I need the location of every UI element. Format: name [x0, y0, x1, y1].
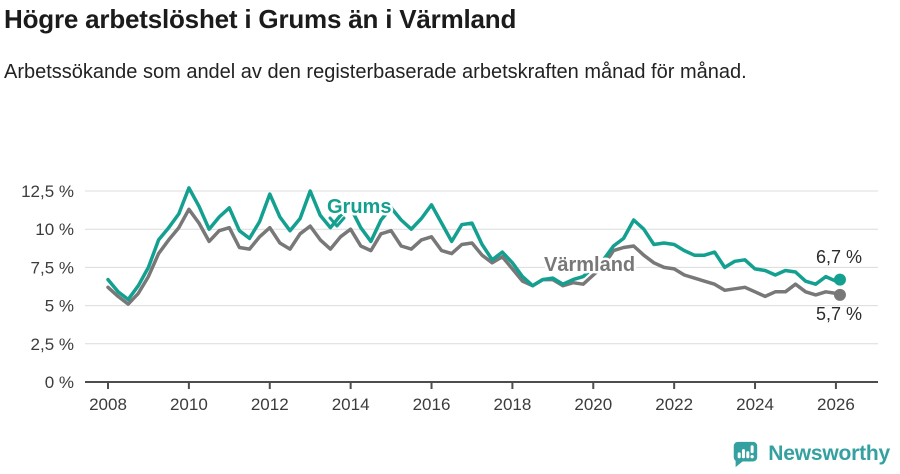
end-value-label-vrmland: 5,7 %	[816, 304, 862, 324]
y-tick-label: 10 %	[35, 220, 74, 239]
y-tick-label: 5 %	[45, 297, 74, 316]
series-line-grums	[106, 186, 842, 302]
y-tick-label: 12,5 %	[21, 182, 74, 201]
end-dot-vrmland	[833, 288, 846, 301]
end-value-label-grums: 6,7 %	[816, 247, 862, 267]
grums-pointer-chevron-icon	[328, 216, 346, 228]
page-title: Högre arbetslöshet i Grums än i Värmland	[4, 4, 517, 34]
x-tick-label: 2020	[574, 395, 612, 414]
series-line-vrmland	[106, 207, 842, 306]
newsworthy-logo-icon	[734, 441, 758, 468]
x-tick-label: 2026	[817, 395, 855, 414]
series-label-grums: Grums	[327, 196, 391, 218]
y-tick-label: 0 %	[45, 373, 74, 392]
x-tick-label: 2008	[89, 395, 127, 414]
end-dot-grums	[833, 273, 846, 286]
x-tick-label: 2014	[332, 395, 370, 414]
x-tick-label: 2024	[736, 395, 774, 414]
x-tick-label: 2016	[413, 395, 451, 414]
series-label-vrmland: Värmland	[544, 254, 635, 276]
newsworthy-logo[interactable]: Newsworthy	[730, 439, 890, 469]
y-tick-label: 2,5 %	[31, 335, 74, 354]
y-tick-label: 7,5 %	[31, 258, 74, 277]
x-tick-label: 2018	[493, 395, 531, 414]
x-tick-label: 2010	[170, 395, 208, 414]
newsworthy-logo-text: Newsworthy	[768, 442, 890, 465]
page-subtitle: Arbetssökande som andel av den registerb…	[4, 61, 747, 83]
x-tick-label: 2022	[655, 395, 693, 414]
x-tick-label: 2012	[251, 395, 289, 414]
